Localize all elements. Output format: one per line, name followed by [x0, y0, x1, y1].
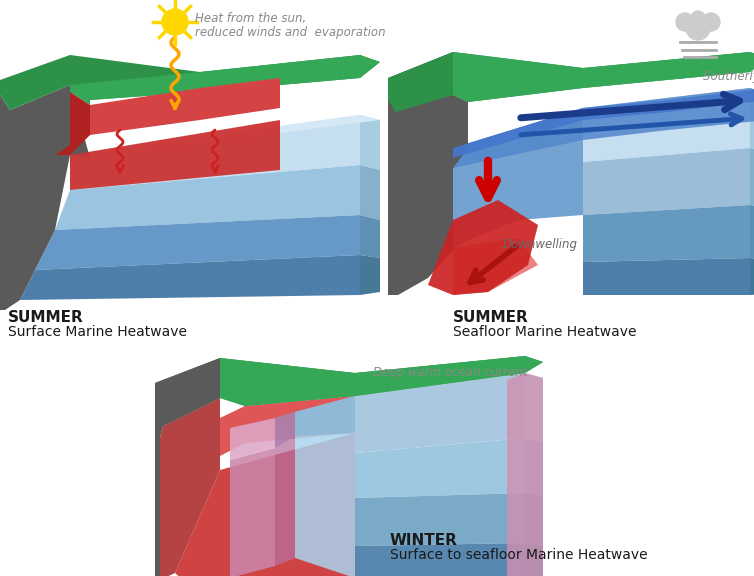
Circle shape — [676, 13, 694, 31]
Polygon shape — [583, 258, 750, 295]
Text: Surface Marine Heatwave: Surface Marine Heatwave — [8, 325, 187, 339]
Polygon shape — [70, 120, 280, 190]
Polygon shape — [388, 52, 468, 295]
Polygon shape — [525, 493, 543, 546]
Polygon shape — [20, 255, 360, 300]
Polygon shape — [35, 215, 360, 270]
Polygon shape — [0, 55, 380, 110]
Polygon shape — [155, 358, 220, 576]
Text: Surface to seafloor Marine Heatwave: Surface to seafloor Marine Heatwave — [390, 548, 648, 562]
Polygon shape — [750, 205, 754, 260]
Text: WINTER: WINTER — [390, 533, 458, 548]
Polygon shape — [360, 255, 380, 295]
Text: reduced winds and  evaporation: reduced winds and evaporation — [195, 26, 385, 39]
Polygon shape — [70, 55, 380, 105]
Polygon shape — [453, 108, 583, 250]
Circle shape — [702, 13, 720, 31]
Polygon shape — [360, 165, 380, 220]
Polygon shape — [355, 493, 525, 546]
Polygon shape — [0, 85, 90, 310]
Polygon shape — [750, 88, 754, 152]
Polygon shape — [360, 115, 380, 170]
Text: Heat from the sun,: Heat from the sun, — [195, 12, 306, 25]
Polygon shape — [525, 438, 543, 496]
Polygon shape — [275, 412, 295, 566]
Polygon shape — [355, 543, 525, 576]
Polygon shape — [453, 52, 754, 102]
Polygon shape — [453, 88, 754, 158]
Circle shape — [686, 16, 710, 40]
Polygon shape — [70, 115, 360, 190]
Polygon shape — [295, 396, 355, 576]
Polygon shape — [750, 148, 754, 208]
Polygon shape — [90, 78, 280, 135]
Text: Downwelling: Downwelling — [503, 238, 578, 251]
Text: Seafloor Marine Heatwave: Seafloor Marine Heatwave — [453, 325, 636, 339]
Text: Deep warm ocean current: Deep warm ocean current — [373, 366, 527, 379]
Polygon shape — [275, 396, 355, 448]
Polygon shape — [525, 543, 543, 576]
Polygon shape — [220, 356, 543, 406]
Circle shape — [162, 9, 188, 35]
Polygon shape — [583, 205, 750, 262]
Polygon shape — [360, 215, 380, 258]
Polygon shape — [583, 148, 750, 215]
Polygon shape — [220, 396, 355, 456]
Polygon shape — [428, 200, 538, 295]
Polygon shape — [70, 115, 380, 158]
Polygon shape — [453, 238, 538, 295]
Text: SUMMER: SUMMER — [8, 310, 84, 325]
Polygon shape — [453, 88, 754, 168]
Polygon shape — [160, 398, 220, 576]
Polygon shape — [388, 52, 754, 112]
Polygon shape — [55, 165, 360, 230]
Polygon shape — [230, 448, 275, 576]
Text: Southerly winds: Southerly winds — [703, 70, 754, 83]
Text: SUMMER: SUMMER — [453, 310, 529, 325]
Polygon shape — [355, 373, 525, 453]
Polygon shape — [155, 356, 543, 426]
Polygon shape — [230, 418, 275, 460]
Circle shape — [691, 11, 705, 25]
Polygon shape — [355, 438, 525, 498]
Polygon shape — [750, 258, 754, 295]
Polygon shape — [175, 433, 355, 576]
Polygon shape — [507, 373, 543, 576]
Polygon shape — [583, 88, 750, 162]
Polygon shape — [525, 373, 543, 442]
Polygon shape — [55, 92, 90, 155]
